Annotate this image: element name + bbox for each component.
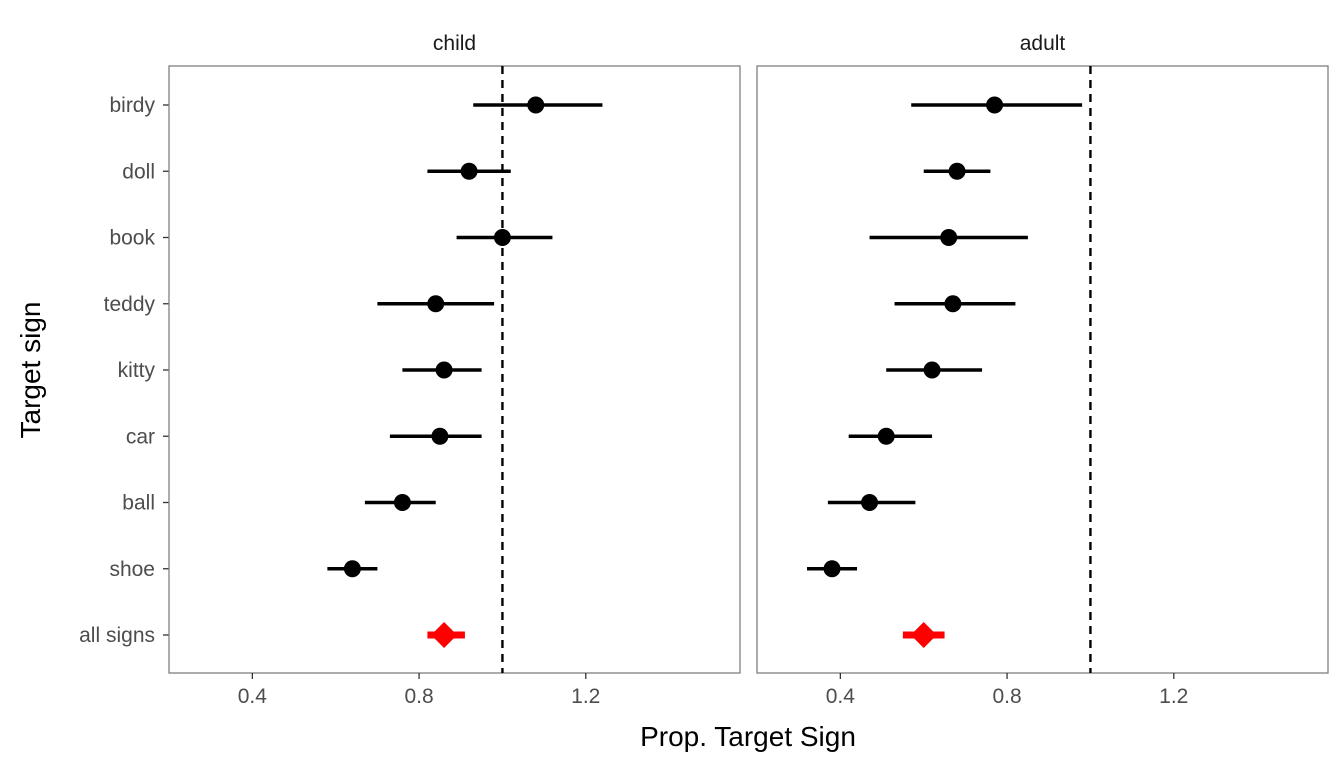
summary-point-group — [902, 622, 945, 648]
facet-label: child — [433, 32, 476, 55]
data-point-group — [827, 494, 916, 511]
summary-diamond-marker — [910, 622, 937, 648]
panel-border — [168, 65, 741, 674]
x-tick-label: 0.8 — [404, 685, 433, 708]
panels-layer: birdy doll book teddy kitty car ball shoe all si… — [79, 32, 1329, 708]
data-point — [877, 427, 895, 445]
data-point — [823, 560, 841, 578]
data-point — [431, 427, 449, 445]
data-point — [948, 162, 966, 180]
data-point — [944, 295, 962, 313]
x-tick-label: 0.4 — [826, 685, 856, 708]
data-point-group — [473, 96, 603, 114]
panel-adult: adult 0.4 0.8 1.2 — [756, 32, 1329, 708]
summary-point-group — [427, 622, 465, 648]
y-tick-label: kitty — [118, 359, 156, 382]
data-point-group — [427, 162, 511, 180]
y-tick-label: car — [126, 425, 155, 448]
data-point-group — [923, 162, 991, 180]
y-tick-label: ball — [122, 492, 155, 515]
facet-label: adult — [1020, 32, 1066, 55]
y-tick-label: all signs — [79, 624, 155, 647]
data-point-group — [848, 427, 933, 445]
y-tick-label: shoe — [109, 558, 155, 581]
data-point — [527, 96, 545, 114]
data-point — [861, 494, 879, 511]
data-point-group — [869, 229, 1028, 246]
data-point-group — [389, 427, 482, 445]
data-point-group — [377, 295, 495, 313]
y-axis-title: Target sign — [15, 302, 46, 439]
data-point-group — [402, 361, 482, 379]
x-axis-title: Prop. Target Sign — [640, 721, 856, 752]
data-point-group — [327, 560, 378, 578]
data-point — [940, 229, 958, 246]
data-point-group — [911, 96, 1083, 114]
data-point — [986, 96, 1004, 114]
data-point — [493, 229, 511, 246]
data-point — [923, 361, 941, 379]
x-tick-label: 1.2 — [571, 685, 600, 708]
data-point — [435, 361, 453, 379]
y-tick-label: teddy — [104, 293, 156, 316]
data-point — [460, 162, 478, 180]
y-axis: birdy doll book teddy kitty car ball shoe all si… — [79, 94, 169, 647]
y-tick-label: book — [109, 227, 155, 250]
data-point — [343, 560, 361, 578]
data-point-group — [894, 295, 1016, 313]
y-tick-label: doll — [122, 160, 155, 183]
data-point — [393, 494, 411, 511]
data-point-group — [807, 560, 858, 578]
x-tick-label: 0.4 — [238, 685, 268, 708]
x-tick-label: 1.2 — [1159, 685, 1188, 708]
data-point-group — [456, 229, 553, 246]
x-tick-label: 0.8 — [992, 685, 1021, 708]
data-point — [427, 295, 445, 313]
panel-child: child 0.4 0.8 1.2 — [168, 32, 741, 708]
data-point-group — [364, 494, 436, 511]
panel-border — [756, 65, 1329, 674]
y-tick-label: birdy — [109, 94, 155, 117]
data-point-group — [886, 361, 983, 379]
summary-diamond-marker — [431, 622, 458, 648]
